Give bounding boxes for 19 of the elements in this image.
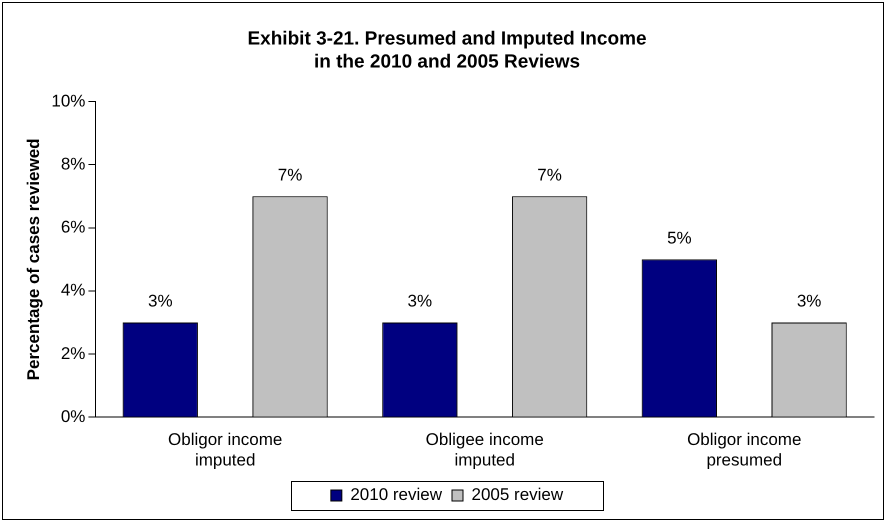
data-label: 7% xyxy=(278,165,302,184)
data-label: 7% xyxy=(537,165,562,184)
x-tick-label: Obligor income imputed xyxy=(168,430,282,470)
data-label: 3% xyxy=(148,292,173,311)
x-tick-label: Obligee income imputed xyxy=(426,430,544,470)
chart-title: Exhibit 3-21. Presumed and Imputed Income in the 2010 and 2005 Reviews xyxy=(247,28,647,72)
y-tick-label: 4% xyxy=(60,280,86,300)
y-tick-label: 8% xyxy=(60,154,86,174)
y-tick-label: 0% xyxy=(60,406,86,426)
y-tick-label: 2% xyxy=(60,344,86,363)
legend-label: 2005 review xyxy=(472,485,564,504)
x-tick-label: Obligor income presumed xyxy=(687,430,802,470)
data-label: 3% xyxy=(796,292,822,311)
y-tick-label: 10% xyxy=(51,91,86,110)
legend-label: 2010 review xyxy=(350,485,443,504)
data-label: 5% xyxy=(667,228,692,248)
y-tick-label: 6% xyxy=(60,218,86,237)
y-axis-title: Percentage of cases reviewed xyxy=(24,138,43,380)
data-label: 3% xyxy=(408,292,432,311)
